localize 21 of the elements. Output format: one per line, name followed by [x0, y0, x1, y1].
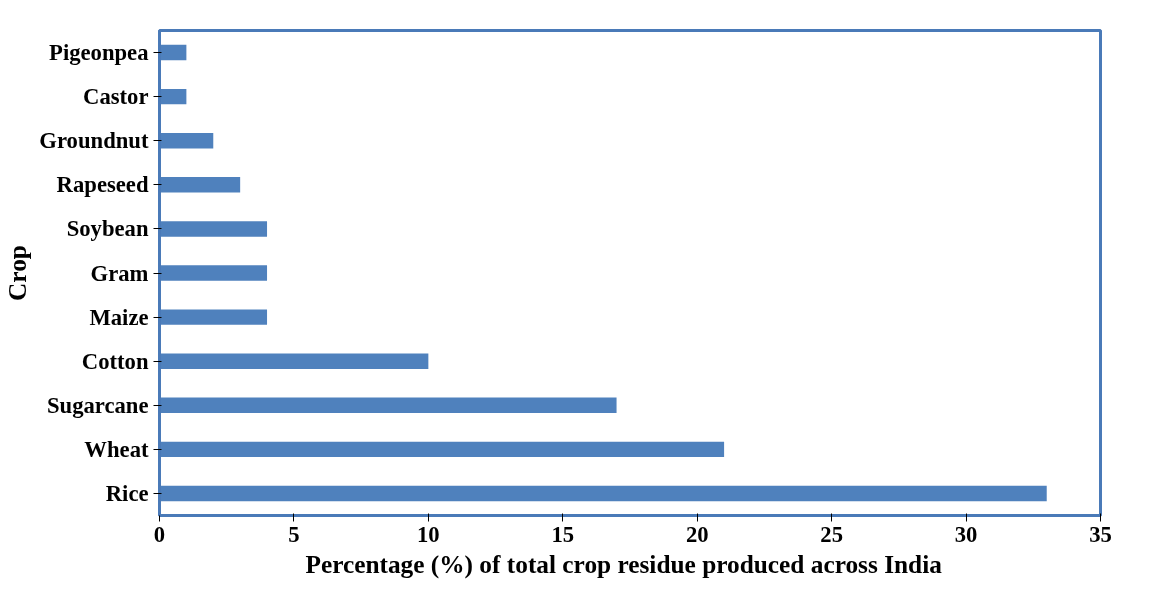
x-tick-label: 0: [153, 521, 166, 547]
x-tick-label: 15: [551, 521, 575, 547]
y-tick-label: Gram: [90, 260, 149, 286]
y-tick-label: Maize: [89, 304, 149, 330]
y-tick-label: Pigeonpea: [49, 40, 149, 66]
y-tick-label: Castor: [83, 84, 149, 110]
y-tick-label: Groundnut: [39, 128, 149, 154]
y-tick-label: Rapeseed: [56, 172, 149, 198]
y-tick-label: Sugarcane: [46, 392, 149, 418]
y-tick-label: Rice: [105, 480, 149, 506]
x-tick-label: 5: [288, 521, 300, 547]
y-axis-title: Crop: [3, 245, 32, 301]
y-tick-label: Wheat: [84, 436, 149, 462]
y-tick-label: Soybean: [66, 216, 149, 242]
x-tick-label: 25: [820, 521, 843, 547]
x-tick-label: 10: [417, 521, 440, 547]
y-tick-label: Cotton: [81, 348, 149, 374]
x-tick-label: 35: [1089, 521, 1112, 547]
x-tick-label: 30: [954, 521, 978, 547]
x-axis-title: Percentage (%) of total crop residue produced across India: [305, 549, 943, 579]
x-tick-label: 20: [685, 521, 709, 547]
